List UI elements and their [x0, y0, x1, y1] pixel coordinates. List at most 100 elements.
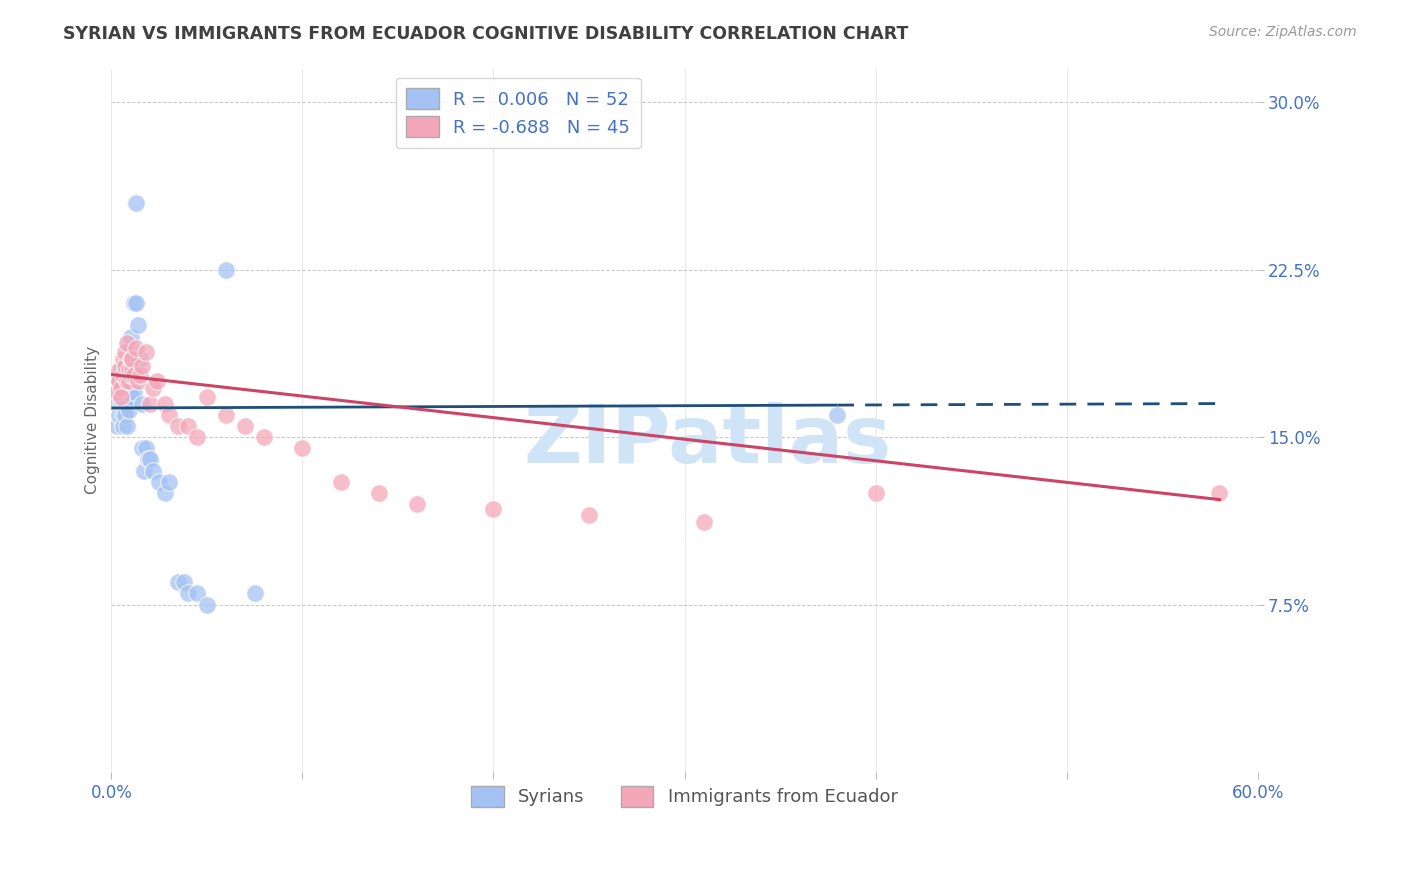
Point	[108, 385, 131, 400]
Point	[173, 575, 195, 590]
Point	[167, 575, 190, 590]
Point	[114, 396, 136, 410]
Point	[233, 418, 256, 433]
Point	[177, 418, 200, 433]
Point	[129, 351, 152, 366]
Point	[142, 464, 165, 478]
Point	[111, 368, 134, 382]
Point	[111, 396, 134, 410]
Point	[111, 418, 134, 433]
Point	[167, 418, 190, 433]
Point	[121, 390, 143, 404]
Point	[120, 351, 142, 366]
Legend: Syrians, Immigrants from Ecuador: Syrians, Immigrants from Ecuador	[463, 777, 907, 816]
Point	[104, 374, 127, 388]
Point	[127, 374, 149, 388]
Point	[114, 345, 136, 359]
Point	[110, 381, 132, 395]
Point	[406, 497, 429, 511]
Point	[129, 368, 152, 382]
Point	[114, 408, 136, 422]
Text: ZIPatlas: ZIPatlas	[523, 402, 891, 481]
Point	[110, 390, 132, 404]
Point	[132, 464, 155, 478]
Point	[138, 452, 160, 467]
Point	[110, 381, 132, 395]
Point	[482, 501, 505, 516]
Point	[827, 408, 849, 422]
Point	[1208, 486, 1230, 500]
Point	[111, 408, 134, 422]
Point	[135, 345, 157, 359]
Point	[131, 396, 153, 410]
Point	[125, 341, 148, 355]
Point	[135, 441, 157, 455]
Point	[329, 475, 352, 489]
Point	[142, 381, 165, 395]
Point	[115, 374, 138, 388]
Point	[865, 486, 887, 500]
Point	[157, 475, 180, 489]
Point	[105, 396, 128, 410]
Point	[291, 441, 314, 455]
Point	[243, 586, 266, 600]
Point	[131, 359, 153, 373]
Point	[120, 329, 142, 343]
Point	[105, 418, 128, 433]
Point	[124, 296, 146, 310]
Point	[127, 318, 149, 333]
Point	[186, 586, 208, 600]
Point	[367, 486, 389, 500]
Point	[108, 374, 131, 388]
Point	[578, 508, 600, 523]
Point	[136, 452, 159, 467]
Point	[153, 396, 176, 410]
Point	[692, 515, 714, 529]
Point	[114, 359, 136, 373]
Point	[215, 408, 238, 422]
Text: Source: ZipAtlas.com: Source: ZipAtlas.com	[1209, 25, 1357, 39]
Point	[120, 351, 142, 366]
Point	[177, 586, 200, 600]
Point	[111, 351, 134, 366]
Point	[108, 374, 131, 388]
Point	[117, 374, 139, 388]
Point	[195, 390, 218, 404]
Point	[115, 390, 138, 404]
Point	[121, 374, 143, 388]
Point	[157, 408, 180, 422]
Point	[120, 341, 142, 355]
Point	[215, 262, 238, 277]
Point	[108, 363, 131, 377]
Point	[105, 385, 128, 400]
Point	[115, 374, 138, 388]
Point	[115, 418, 138, 433]
Point	[111, 374, 134, 388]
Point	[115, 336, 138, 351]
Point	[153, 486, 176, 500]
Point	[110, 396, 132, 410]
Point	[253, 430, 276, 444]
Point	[146, 374, 169, 388]
Point	[114, 368, 136, 382]
Point	[114, 385, 136, 400]
Point	[117, 403, 139, 417]
Point	[121, 351, 143, 366]
Point	[110, 390, 132, 404]
Point	[125, 195, 148, 210]
Point	[104, 385, 127, 400]
Point	[117, 363, 139, 377]
Point	[120, 368, 142, 382]
Y-axis label: Cognitive Disability: Cognitive Disability	[86, 346, 100, 494]
Point	[195, 598, 218, 612]
Point	[108, 408, 131, 422]
Point	[121, 363, 143, 377]
Point	[148, 475, 170, 489]
Text: SYRIAN VS IMMIGRANTS FROM ECUADOR COGNITIVE DISABILITY CORRELATION CHART: SYRIAN VS IMMIGRANTS FROM ECUADOR COGNIT…	[63, 25, 908, 43]
Point	[138, 396, 160, 410]
Point	[124, 385, 146, 400]
Point	[186, 430, 208, 444]
Point	[110, 363, 132, 377]
Point	[125, 296, 148, 310]
Point	[117, 385, 139, 400]
